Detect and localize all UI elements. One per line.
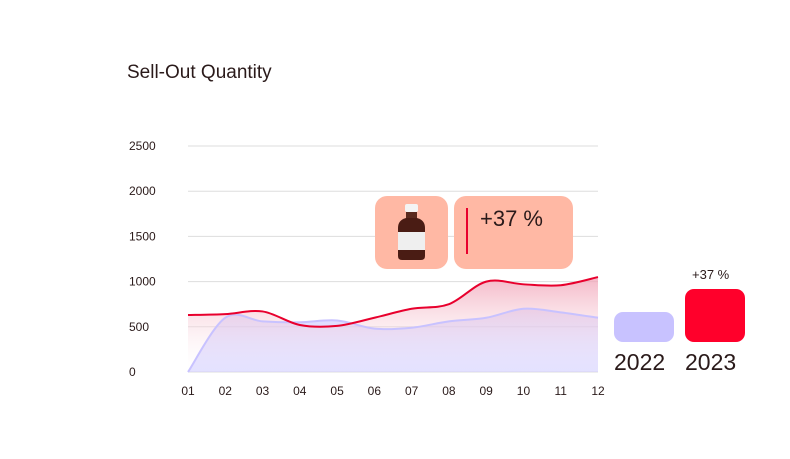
x-tick-label: 12 (591, 384, 605, 398)
x-tick-label: 08 (442, 384, 456, 398)
x-tick-label: 07 (405, 384, 419, 398)
y-tick-label: 1500 (129, 229, 156, 243)
x-tick-label: 04 (293, 384, 307, 398)
chart-title: Sell-Out Quantity (127, 62, 272, 83)
y-tick-label: 500 (129, 320, 149, 334)
legend-label-2023: 2023 (685, 349, 737, 375)
legend-swatch-2022 (614, 312, 674, 342)
series-lines (187, 276, 599, 373)
y-tick-label: 1000 (129, 275, 156, 289)
medicine-bottle-icon (398, 204, 425, 260)
y-tick-label: 2500 (129, 139, 156, 153)
x-tick-label: 01 (181, 384, 195, 398)
x-tick-label: 03 (256, 384, 270, 398)
legend-swatch-2023 (685, 289, 745, 342)
x-axis-ticks: 01 02 03 04 05 06 07 08 09 10 11 12 (181, 384, 605, 398)
legend-label-2022: 2022 (614, 349, 666, 375)
x-tick-label: 11 (554, 384, 567, 398)
callout-bottle-card (375, 196, 448, 269)
callout-change-value: +37 % (480, 206, 543, 231)
series-areas (188, 277, 598, 372)
x-tick-label: 02 (219, 384, 233, 398)
callout-change-card: +37 % (454, 196, 573, 269)
x-tick-label: 05 (330, 384, 344, 398)
y-tick-label: 0 (129, 365, 136, 379)
legend-change-label: +37 % (692, 267, 730, 282)
series-line-2023 (187, 276, 599, 328)
series-area-2023 (188, 277, 598, 372)
x-tick-label: 06 (368, 384, 382, 398)
y-tick-label: 2000 (129, 184, 156, 198)
x-tick-label: 10 (517, 384, 531, 398)
callout-accent-bar (466, 208, 468, 254)
x-tick-label: 09 (480, 384, 494, 398)
y-axis-ticks: 0 500 1000 1500 2000 2500 (129, 139, 156, 379)
series-line-2022 (187, 307, 599, 373)
